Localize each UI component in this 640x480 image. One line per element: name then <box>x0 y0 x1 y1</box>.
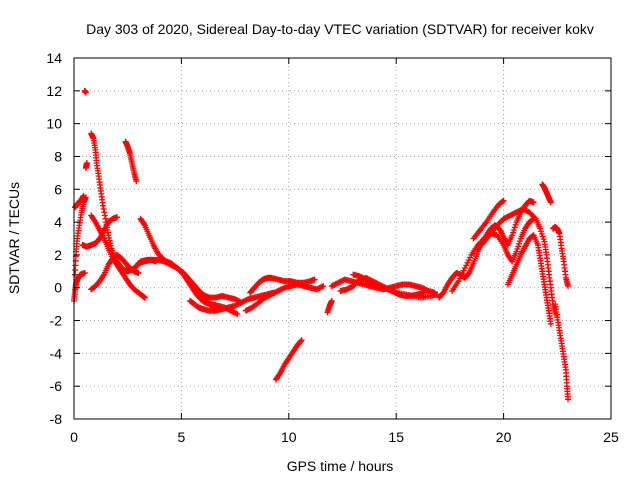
y-tick-label: -4 <box>50 345 63 361</box>
data-point <box>83 160 90 167</box>
series-arc-ac <box>552 301 572 403</box>
data-point <box>374 282 381 289</box>
x-tick-label: 25 <box>603 429 619 445</box>
x-tick-label: 15 <box>388 429 404 445</box>
data-point <box>219 306 226 313</box>
data-point <box>530 199 537 206</box>
data-point <box>565 283 572 290</box>
x-tick-label: 10 <box>281 429 297 445</box>
series-arc-b <box>71 269 88 304</box>
series-arc-ab <box>550 224 572 290</box>
series-arc-u <box>350 271 441 301</box>
y-tick-labels: -8 -6 -4 -2 0 2 4 6 8 10 12 14 <box>46 50 62 427</box>
series-arc-z <box>504 232 554 327</box>
series-arc-i <box>88 251 142 293</box>
series-arc-n <box>186 297 226 314</box>
y-tick-label: 10 <box>46 116 62 132</box>
series-arc-x <box>470 197 507 242</box>
y-tick-label: 4 <box>54 214 62 230</box>
data-point <box>234 310 241 317</box>
series-arc-q <box>272 337 305 383</box>
series-arc-r <box>324 297 335 316</box>
data-point <box>232 310 239 317</box>
x-tick-label: 20 <box>496 429 512 445</box>
y-tick-label: 2 <box>54 247 62 263</box>
data-points <box>71 87 572 403</box>
series-arc-c <box>72 192 87 211</box>
data-point <box>565 396 572 403</box>
data-point <box>328 297 335 304</box>
data-point <box>141 221 148 228</box>
data-point <box>298 337 305 344</box>
data-point <box>80 192 87 199</box>
series-arc-e <box>81 87 89 96</box>
x-tick-label: 5 <box>178 429 186 445</box>
y-tick-label: 0 <box>54 280 62 296</box>
data-point <box>133 178 140 185</box>
data-point <box>320 283 327 290</box>
y-tick-label: 6 <box>54 181 62 197</box>
data-point <box>547 320 554 327</box>
data-point <box>135 269 142 276</box>
data-point <box>141 294 148 301</box>
x-axis-label: GPS time / hours <box>287 458 394 474</box>
series-arc-a <box>72 194 89 278</box>
data-point <box>547 199 554 206</box>
y-tick-label: -2 <box>50 313 63 329</box>
y-tick-label: -6 <box>50 378 63 394</box>
series-arc-aa <box>539 181 554 206</box>
y-tick-label: 8 <box>54 148 62 164</box>
chart-title: Day 303 of 2020, Sidereal Day-to-day VTE… <box>86 21 594 37</box>
data-point <box>311 276 318 283</box>
y-tick-label: -8 <box>50 411 63 427</box>
axis-ticks <box>73 57 612 420</box>
series-arc-f <box>82 160 90 171</box>
y-tick-label: 12 <box>46 83 62 99</box>
y-tick-label: 14 <box>46 50 62 66</box>
data-point <box>297 338 304 345</box>
data-point <box>531 214 538 221</box>
y-axis-label: SDTVAR / TECUs <box>6 182 22 294</box>
series-arc-p <box>242 281 327 314</box>
plot-frame <box>73 57 612 420</box>
data-point <box>318 283 325 290</box>
data-point <box>500 197 507 204</box>
grid-lines <box>74 58 611 419</box>
series-arc-j <box>122 138 140 185</box>
data-point <box>100 272 107 279</box>
x-tick-labels: 0 5 10 15 20 25 <box>70 429 619 445</box>
data-point <box>81 269 88 276</box>
data-point <box>499 198 506 205</box>
data-point <box>82 89 89 96</box>
x-tick-label: 0 <box>70 429 78 445</box>
data-point <box>113 214 120 221</box>
